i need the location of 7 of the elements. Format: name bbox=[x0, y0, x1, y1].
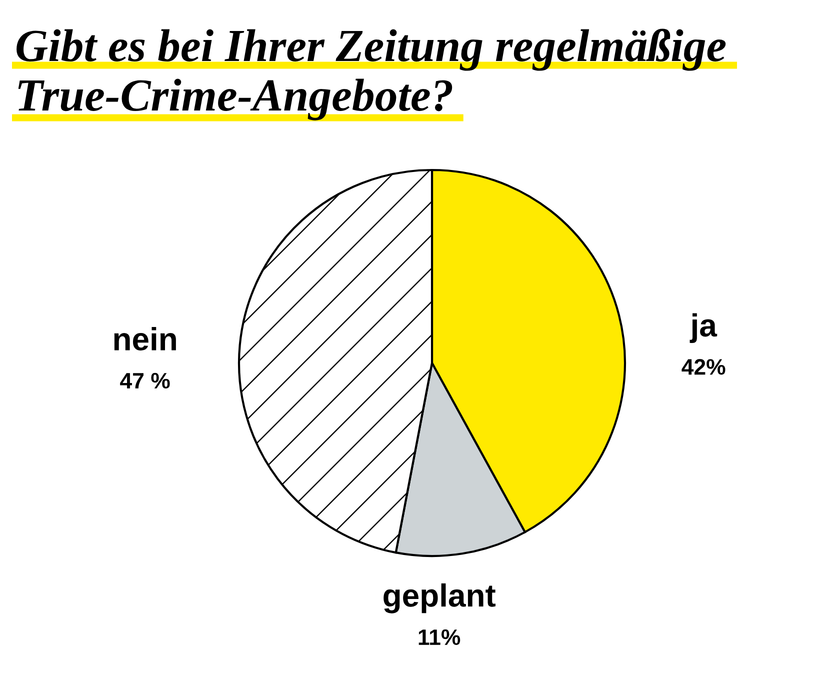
data-label: 42% bbox=[682, 359, 726, 375]
slice-label: ja bbox=[690, 313, 718, 344]
slice-label: nein bbox=[114, 327, 176, 351]
data-label: 47 % bbox=[120, 372, 170, 389]
slice-label: geplant bbox=[384, 583, 496, 614]
chart-title: Gibt es bei Ihrer Zeitung regelmäßige True-Crime-Angebote? bbox=[16, 28, 726, 120]
data-label: 11% bbox=[418, 629, 460, 646]
